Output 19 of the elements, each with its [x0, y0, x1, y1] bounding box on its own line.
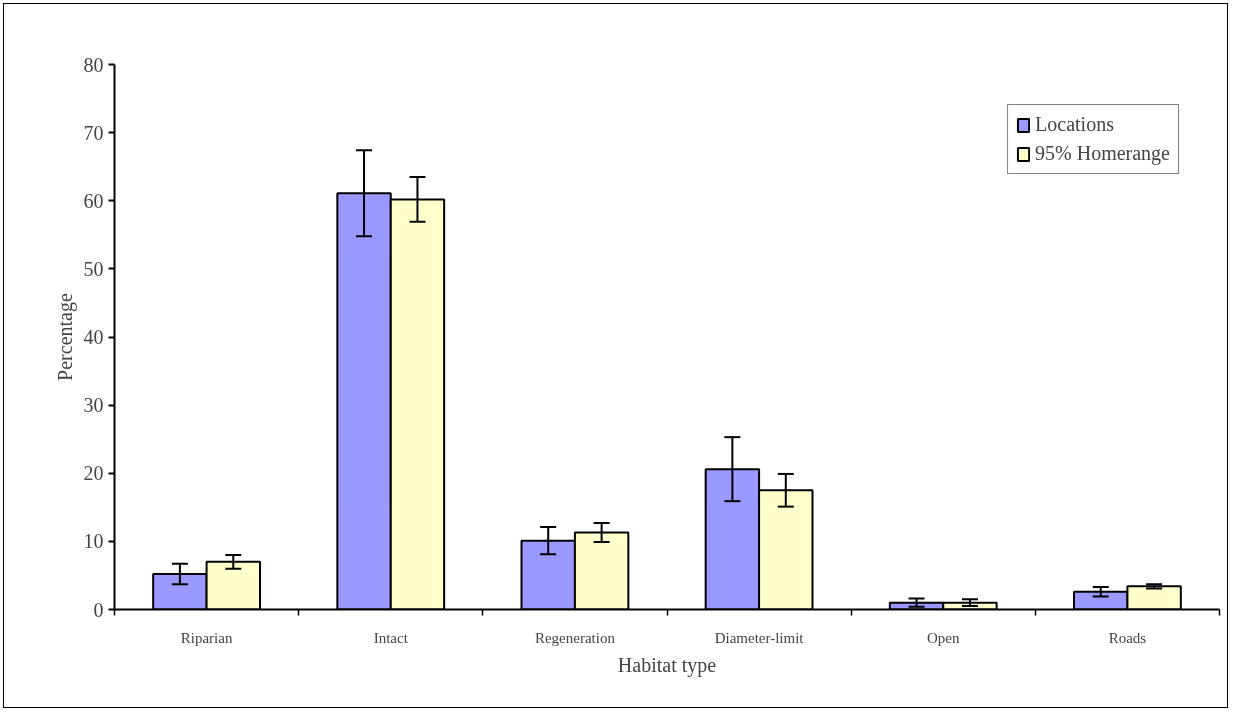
y-tick-label: 60 [83, 189, 104, 212]
x-tick-label: Regeneration [534, 629, 616, 646]
x-tick-label: Open [927, 629, 960, 646]
y-tick-label: 80 [83, 53, 104, 76]
y-tick-label: 20 [83, 462, 104, 485]
x-axis-title: Habitat type [617, 653, 717, 677]
y-tick-label: 40 [83, 326, 104, 348]
y-axis-title: Percentage [53, 293, 77, 381]
legend-label: 95% Homerange [1035, 142, 1170, 165]
y-tick-label: 50 [83, 257, 104, 280]
legend-label: Locations [1035, 113, 1114, 136]
x-tick-label: Roads [1108, 629, 1147, 646]
y-tick-label: 30 [83, 394, 104, 417]
y-tick-label: 10 [83, 530, 104, 553]
x-tick-label: Riparian [180, 629, 233, 646]
y-tick-label: 0 [93, 598, 104, 621]
x-tick-label: Intact [373, 629, 409, 646]
y-tick-label: 70 [83, 121, 104, 144]
x-tick-label: Diameter-limit [714, 629, 805, 646]
